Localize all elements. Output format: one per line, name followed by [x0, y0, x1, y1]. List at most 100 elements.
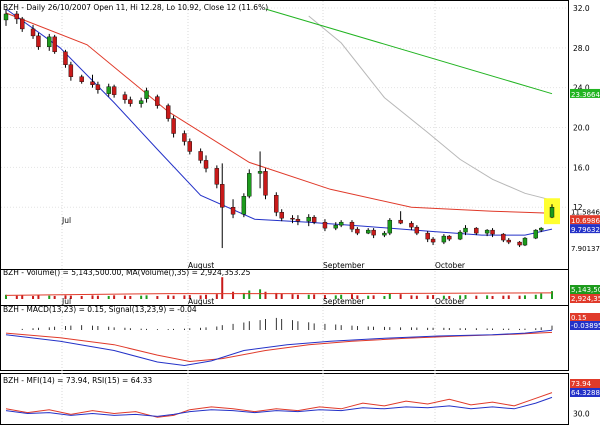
candle-body: [295, 218, 301, 222]
volume-bar: [307, 294, 310, 299]
vol-month-label-august: August: [188, 297, 214, 306]
price-y-tick-label: 12: [573, 203, 583, 212]
volume-bar: [372, 295, 375, 299]
candle-body: [30, 28, 36, 37]
volume-bar: [53, 295, 56, 299]
candle-body: [517, 241, 522, 246]
macd-value-bg: [570, 313, 600, 322]
volume-bar: [37, 295, 40, 299]
candle-body: [47, 36, 52, 48]
volume-bar: [205, 294, 208, 299]
volume-ma-bg: [570, 294, 600, 303]
volume-bar: [350, 294, 353, 299]
candle-body: [187, 141, 193, 152]
price-panel-frame: [0, 0, 569, 270]
volume-bar: [507, 295, 510, 299]
volume-bar: [183, 295, 186, 299]
candle-body: [214, 168, 220, 185]
volume-value-bg: [570, 285, 600, 294]
volume-bar: [145, 295, 148, 299]
candle-body: [263, 171, 268, 196]
volume-bar: [113, 295, 116, 299]
volume-bar: [221, 277, 224, 299]
volume-bar: [296, 294, 299, 299]
mfi-value-bg: [570, 379, 600, 388]
macd-value-label: 0.15: [571, 314, 587, 322]
rsi-value-label: 64.3288: [571, 389, 600, 397]
candle-body: [322, 221, 328, 229]
macd-series: [5, 317, 553, 367]
volume-bar: [518, 295, 521, 299]
month-label-september: September: [323, 261, 365, 270]
volume-bar: [534, 294, 537, 299]
candle-body: [63, 51, 68, 65]
volume-bar: [21, 295, 24, 299]
vol-month-label-september: September: [323, 297, 365, 306]
grid-lines: [1, 1, 568, 424]
candle-body: [441, 235, 447, 243]
macd-signal-bg: [570, 321, 600, 330]
candle-body: [414, 226, 420, 234]
volume-bar: [275, 292, 278, 299]
candle-body: [203, 160, 209, 169]
label-ma-mid: 10.6986: [571, 217, 600, 225]
label-ma-long-bg: [570, 88, 600, 98]
volume-bar: [156, 295, 159, 299]
candle-body: [52, 36, 57, 53]
volume-bar: [540, 293, 543, 299]
volume-bar: [199, 295, 202, 299]
price-y-tick-label: 32.0: [573, 4, 590, 13]
volume-bar: [96, 295, 99, 299]
candle-body: [20, 18, 25, 30]
mfi-line: [5, 392, 553, 418]
volume-bar: [107, 295, 110, 299]
volume-bar: [415, 295, 418, 299]
volume-bar: [410, 295, 413, 299]
candle-body: [355, 228, 360, 234]
candle-body: [220, 184, 225, 208]
volume-title: BZH - Volume() = 5,143,500.00, MA(Volume…: [3, 268, 251, 277]
volume-bar: [491, 295, 494, 299]
candle-body: [155, 96, 160, 106]
macd-panel-frame: [0, 305, 569, 371]
vol-month-label-jul: Jul: [61, 297, 71, 306]
volume-value-label: 5,143,50: [571, 286, 600, 294]
candle-body: [144, 90, 149, 99]
volume-bar: [459, 295, 462, 299]
volume-bar: [399, 294, 402, 299]
candle-body: [349, 221, 355, 230]
volume-bar: [259, 289, 262, 299]
volume-bar: [383, 295, 386, 299]
volume-bar: [442, 295, 445, 299]
candle-body: [257, 171, 263, 174]
macd-signal-line: [5, 331, 553, 363]
candle-body: [36, 35, 41, 48]
candle-body: [501, 233, 506, 241]
volume-bar: [5, 294, 7, 299]
label-ma-short-bg: [570, 224, 600, 234]
volume-bar: [129, 295, 132, 299]
candle-body: [247, 173, 252, 197]
candle-body: [430, 238, 436, 243]
candle-body: [198, 151, 203, 161]
volume-bar: [313, 294, 316, 299]
candle-body: [409, 222, 414, 228]
volume-bar: [323, 295, 326, 299]
candle-body: [371, 229, 376, 236]
volume-bar: [242, 292, 245, 299]
volume-bar: [15, 295, 18, 299]
candle-body: [474, 227, 479, 234]
macd-line: [5, 329, 553, 367]
volume-bar: [464, 295, 467, 299]
price-series: [3, 8, 560, 249]
candle-body: [490, 229, 495, 235]
price-y-tick-label: 20.0: [573, 124, 590, 133]
volume-bar: [448, 295, 451, 299]
volume-bar: [32, 295, 35, 299]
volume-bar: [172, 295, 175, 299]
volume-bar: [551, 291, 553, 299]
macd-signal-label: -0.03895: [571, 322, 600, 330]
candle-body: [457, 231, 463, 240]
